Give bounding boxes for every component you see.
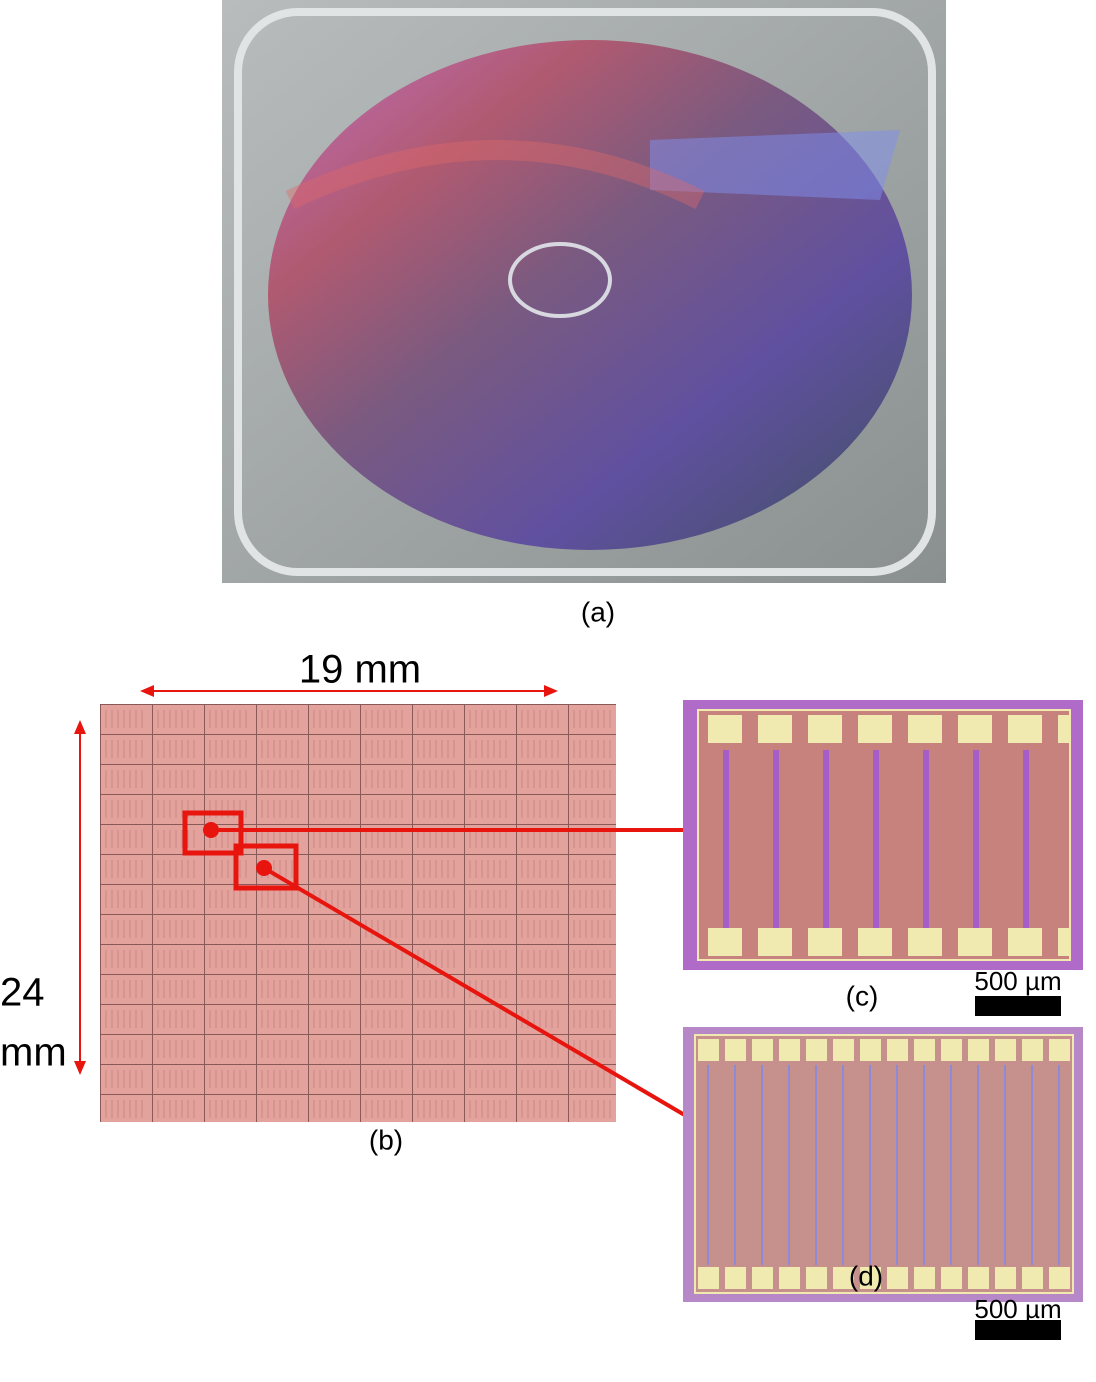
highlight-box	[233, 843, 299, 891]
scale-bar	[975, 1320, 1061, 1340]
device-array	[697, 709, 1071, 961]
reflection	[285, 140, 705, 210]
panel-b: 19 mm 24 mm (b)	[0, 648, 690, 1155]
highlight-box	[182, 810, 244, 856]
panel-label: (c)	[846, 980, 879, 1011]
width-label: 19 mm	[299, 648, 421, 692]
scale-label: 500 µm	[974, 966, 1061, 996]
scale-bar	[975, 996, 1061, 1016]
height-label: 24	[0, 971, 45, 1015]
panel-label: (a)	[581, 596, 615, 627]
connector	[262, 866, 690, 1119]
panel-c: 500 µm (c)	[683, 700, 1083, 1016]
die-photo	[100, 704, 616, 1122]
scale-label: 500 µm	[974, 1294, 1061, 1324]
tray-rim	[234, 8, 936, 576]
height-label: mm	[0, 1031, 67, 1075]
wafer	[268, 40, 912, 550]
wafer-center	[508, 242, 612, 318]
device-array	[694, 1034, 1074, 1294]
panel-label: (d)	[849, 1260, 883, 1291]
panel-d: 500 µm (d)	[683, 1027, 1083, 1340]
panel-label: (b)	[369, 1124, 403, 1155]
reflection	[650, 130, 900, 200]
panel-a: (a)	[222, 0, 946, 627]
